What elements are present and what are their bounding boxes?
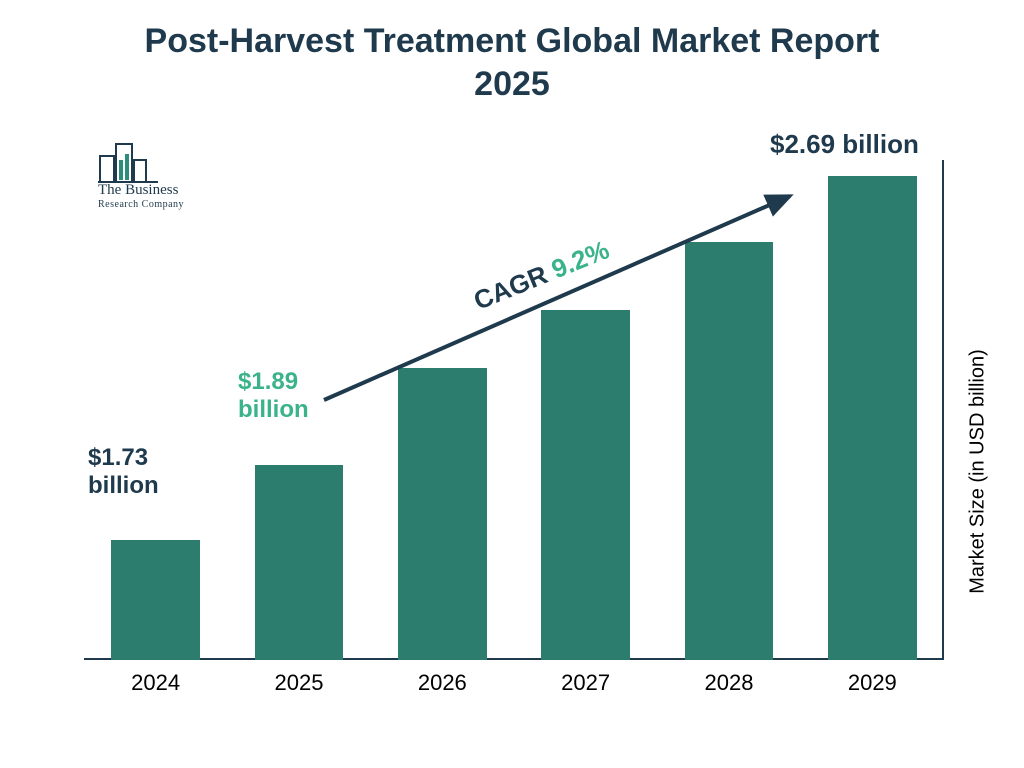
x-tick-2025: 2025 [275,670,324,696]
bar-2024 [111,540,200,660]
bar-2025 [255,465,344,660]
value-label-2024: $1.73 billion [88,444,198,499]
x-tick-2024: 2024 [131,670,180,696]
x-tick-2027: 2027 [561,670,610,696]
chart-canvas: Post-Harvest Treatment Global Market Rep… [0,0,1024,768]
value-label-2025: $1.89 billion [238,368,348,423]
y-axis-label: Market Size (in USD billion) [967,342,990,602]
x-axis [84,658,944,660]
bar-2028 [685,242,774,660]
bar-2027 [541,310,630,660]
x-tick-2029: 2029 [848,670,897,696]
bar-2029 [828,176,917,660]
value-label-2029: $2.69 billion [770,130,970,160]
bar-2026 [398,368,487,660]
chart-plot-area [84,160,944,660]
x-tick-2028: 2028 [705,670,754,696]
x-tick-2026: 2026 [418,670,467,696]
y-axis [942,160,944,660]
chart-title: Post-Harvest Treatment Global Market Rep… [0,20,1024,105]
